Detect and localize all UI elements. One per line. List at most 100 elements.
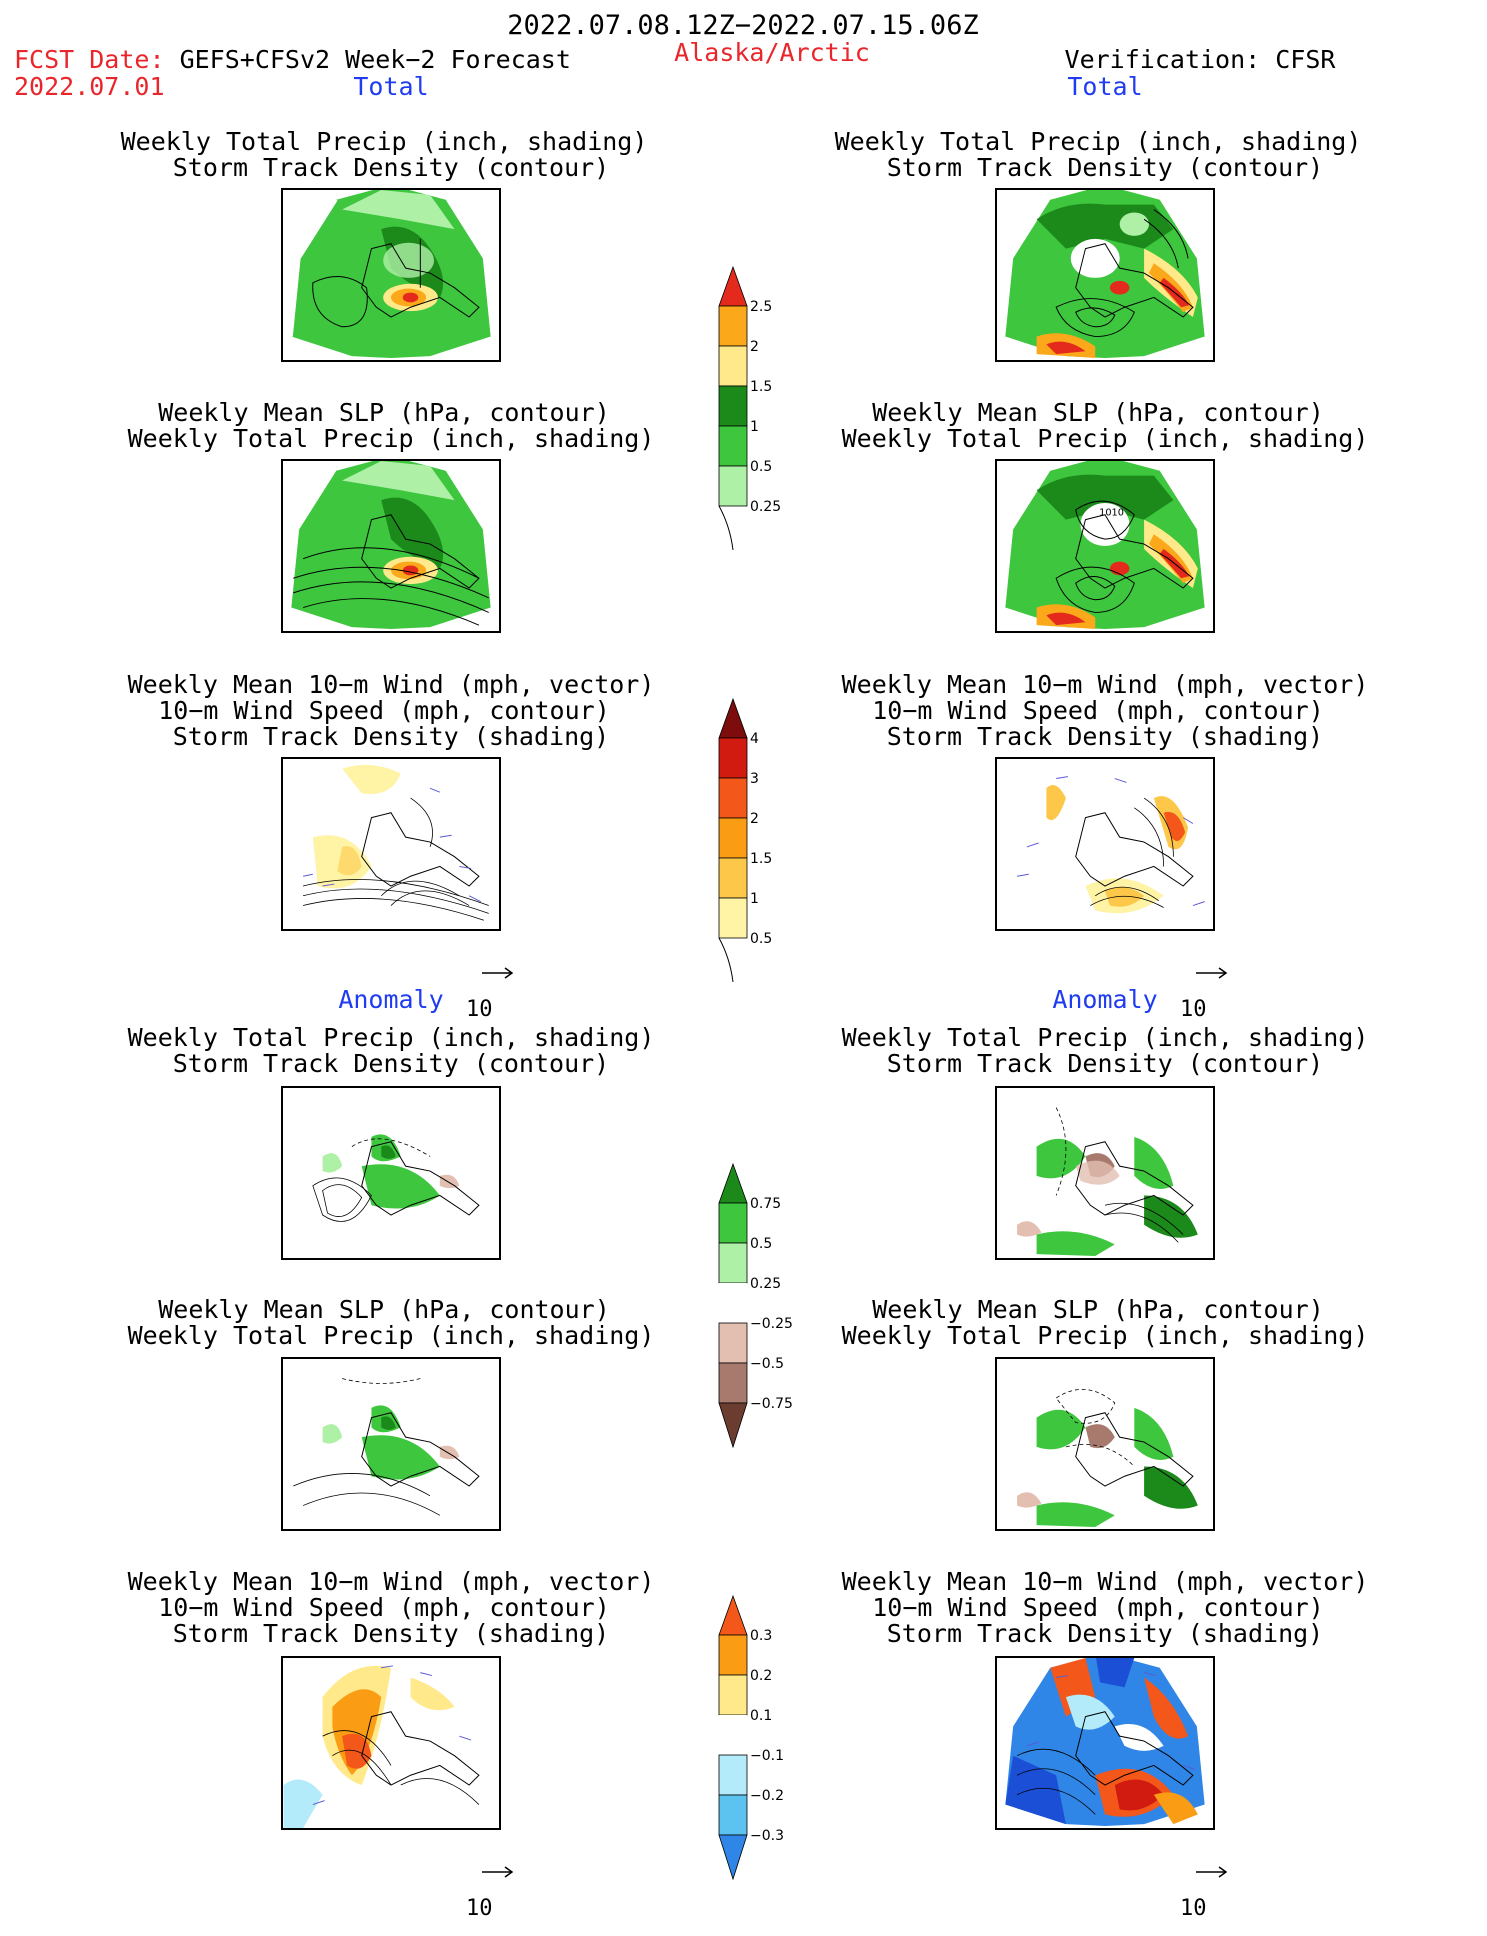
title-r5-b: Weekly Total Precip (inch, shading)	[841, 1321, 1369, 1350]
map-svg	[1016, 776, 1205, 914]
title-r1-a: Weekly Total Precip (inch, shading)	[834, 127, 1362, 156]
title-l3-c: Storm Track Density (shading)	[172, 722, 610, 751]
vector-ref-arrow-icon	[482, 1866, 514, 1878]
title-l6-c: Storm Track Density (shading)	[172, 1619, 610, 1648]
title-l6-a: Weekly Mean 10−m Wind (mph, vector)	[127, 1567, 655, 1596]
map-svg	[1005, 190, 1205, 359]
colorbar-tick: 0.5	[750, 931, 773, 947]
colorbar-tick: 0.3	[750, 1628, 773, 1644]
colorbar-tick: 0.5	[750, 1236, 773, 1252]
vector-ref-label: 10	[1180, 1896, 1207, 1921]
contour-label-1010: 1010	[1099, 508, 1124, 519]
map-svg	[291, 461, 491, 630]
colorbar-tick: 2	[750, 339, 759, 355]
colorbar-anomaly-precip-bar	[718, 1163, 748, 1449]
map-svg	[1017, 1389, 1198, 1528]
title-r6-b: 10−m Wind Speed (mph, contour)	[872, 1593, 1324, 1622]
map-svg	[1005, 1658, 1205, 1827]
verification-label: Verification: CFSR	[1064, 45, 1336, 74]
map-svg	[312, 1134, 480, 1222]
map-wind-verification	[995, 757, 1215, 931]
colorbar-tick: 0.5	[750, 459, 773, 475]
map-anomaly-wind-forecast	[281, 1656, 501, 1830]
vector-ref-label: 10	[1180, 997, 1207, 1022]
colorbar-tick: 2	[750, 811, 759, 827]
region-label: Alaska/Arctic	[674, 38, 870, 67]
section-total-left: Total	[353, 72, 429, 101]
title-r4-b: Storm Track Density (contour)	[886, 1049, 1324, 1078]
title-l5-a: Weekly Mean SLP (hPa, contour)	[158, 1295, 610, 1324]
map-anomaly-slp-forecast	[281, 1357, 501, 1531]
vector-ref-arrow-icon	[1196, 1866, 1228, 1878]
vector-ref-r3: 10	[1176, 950, 1229, 1037]
map-svg	[283, 1665, 480, 1828]
fcst-label: FCST Date:	[14, 45, 165, 74]
colorbar-tick: 0.25	[750, 1276, 782, 1292]
map-slp-precip-forecast	[281, 459, 501, 633]
colorbar-total-storm-track: 4 3 2 1.5 1 0.5	[718, 698, 798, 984]
fcst-model: GEFS+CFSv2 Week−2 Forecast	[179, 45, 571, 74]
title-l3-a: Weekly Mean 10−m Wind (mph, vector)	[127, 670, 655, 699]
vector-ref-l3: 10	[462, 950, 515, 1037]
vector-ref-label: 10	[466, 1896, 493, 1921]
colorbar-tick: 0.1	[750, 1708, 773, 1724]
title-r4-a: Weekly Total Precip (inch, shading)	[841, 1023, 1369, 1052]
colorbar-tick: 3	[750, 771, 759, 787]
vector-ref-label: 10	[466, 997, 493, 1022]
colorbar-anomaly-precip: 0.75 0.5 0.25 −0.25 −0.5 −0.75	[718, 1163, 808, 1449]
title-l4-b: Storm Track Density (contour)	[172, 1049, 610, 1078]
colorbar-tick: −0.1	[750, 1748, 784, 1764]
map-svg	[289, 190, 491, 359]
colorbar-total-storm-track-bar	[718, 698, 748, 983]
colorbar-tick: 0.25	[750, 499, 782, 515]
title-l1-b: Storm Track Density (contour)	[172, 153, 610, 182]
map-anomaly-slp-verification	[995, 1357, 1215, 1531]
map-anomaly-precip-verification	[995, 1086, 1215, 1260]
colorbar-anomaly-storm-track-bar	[718, 1595, 748, 1881]
vector-ref-l6: 10	[462, 1849, 515, 1936]
colorbar-tick: −0.2	[750, 1788, 784, 1804]
title-r3-a: Weekly Mean 10−m Wind (mph, vector)	[841, 670, 1369, 699]
map-total-precip-verification	[995, 188, 1215, 362]
title-r3-c: Storm Track Density (shading)	[886, 722, 1324, 751]
colorbar-total-precip-bar	[718, 266, 748, 551]
title-l6-b: 10−m Wind Speed (mph, contour)	[158, 1593, 610, 1622]
title-r1-b: Storm Track Density (contour)	[886, 153, 1324, 182]
date-range-title: 2022.07.08.12Z−2022.07.15.06Z	[507, 10, 979, 41]
map-total-precip-forecast	[281, 188, 501, 362]
section-anomaly-left: Anomaly	[338, 985, 444, 1014]
map-wind-forecast	[281, 757, 501, 931]
map-svg	[1017, 1107, 1198, 1257]
colorbar-tick: −0.25	[750, 1316, 793, 1332]
colorbar-total-precip: 2.5 2 1.5 1 0.5 0.25	[718, 266, 798, 552]
vector-ref-arrow-icon	[482, 967, 514, 979]
title-r2-b: Weekly Total Precip (inch, shading)	[841, 424, 1369, 453]
map-svg	[302, 764, 489, 921]
colorbar-tick: 2.5	[750, 299, 773, 315]
map-svg: 1010	[1005, 461, 1205, 630]
title-l1-a: Weekly Total Precip (inch, shading)	[120, 127, 648, 156]
colorbar-tick: 1	[750, 891, 759, 907]
title-l3-b: 10−m Wind Speed (mph, contour)	[158, 696, 610, 725]
colorbar-tick: 1	[750, 419, 759, 435]
colorbar-tick: 0.75	[750, 1196, 782, 1212]
colorbar-tick: −0.5	[750, 1356, 784, 1372]
title-r3-b: 10−m Wind Speed (mph, contour)	[872, 696, 1324, 725]
map-svg	[293, 1378, 480, 1516]
title-r5-a: Weekly Mean SLP (hPa, contour)	[872, 1295, 1324, 1324]
colorbar-tick: −0.3	[750, 1828, 784, 1844]
colorbar-tick: −0.75	[750, 1396, 793, 1412]
section-total-right: Total	[1067, 72, 1143, 101]
colorbar-anomaly-storm-track: 0.3 0.2 0.1 −0.1 −0.2 −0.3	[718, 1595, 808, 1881]
title-r6-c: Storm Track Density (shading)	[886, 1619, 1324, 1648]
title-l5-b: Weekly Total Precip (inch, shading)	[127, 1321, 655, 1350]
vector-ref-arrow-icon	[1196, 967, 1228, 979]
fcst-date: 2022.07.01	[14, 72, 165, 101]
colorbar-tick: 1.5	[750, 851, 773, 867]
title-r2-a: Weekly Mean SLP (hPa, contour)	[872, 398, 1324, 427]
colorbar-tick: 1.5	[750, 379, 773, 395]
map-slp-precip-verification: 1010	[995, 459, 1215, 633]
colorbar-tick: 4	[750, 731, 759, 747]
title-l4-a: Weekly Total Precip (inch, shading)	[127, 1023, 655, 1052]
section-anomaly-right: Anomaly	[1052, 985, 1158, 1014]
